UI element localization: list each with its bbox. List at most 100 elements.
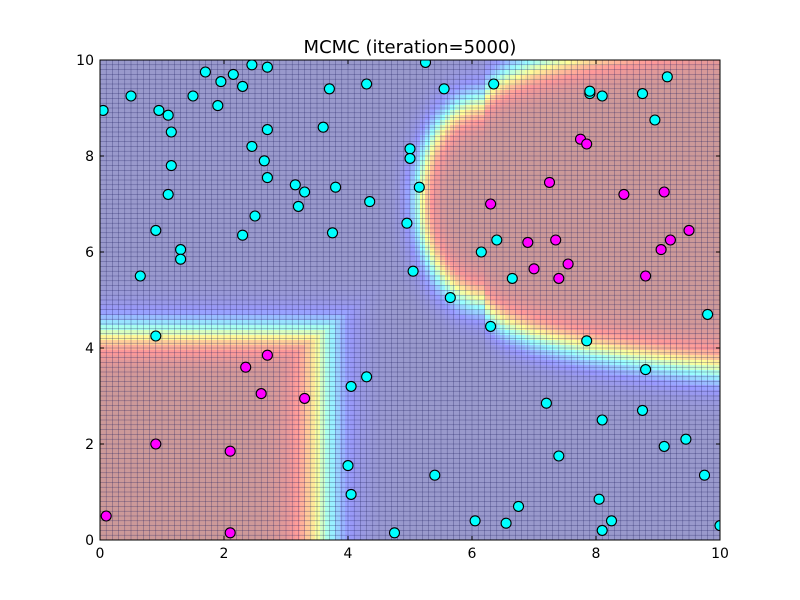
cyan-point: [553, 450, 565, 462]
cyan-point: [227, 68, 239, 80]
x-tick-label: 6: [468, 546, 477, 562]
cyan-point: [289, 179, 301, 191]
cyan-point: [134, 270, 146, 282]
magenta-point: [640, 270, 652, 282]
cyan-point: [162, 188, 174, 200]
cyan-point: [212, 100, 224, 112]
cyan-point: [512, 500, 525, 512]
cyan-point: [364, 196, 376, 208]
cyan-point: [100, 104, 109, 116]
magenta-point: [562, 258, 574, 270]
magenta-point: [261, 349, 273, 361]
cyan-point: [165, 126, 177, 138]
cyan-point: [261, 124, 273, 136]
cyan-point: [401, 217, 413, 229]
cyan-point: [500, 517, 512, 529]
cyan-point: [475, 246, 487, 258]
x-tick-label: 2: [220, 546, 229, 562]
magenta-point: [683, 224, 695, 236]
cyan-point: [261, 172, 273, 184]
cyan-point: [299, 186, 311, 198]
y-tick-label: 4: [85, 341, 94, 357]
magenta-point: [255, 388, 267, 400]
cyan-point: [345, 488, 357, 500]
x-tick-label: 8: [592, 546, 601, 562]
cyan-point: [636, 404, 649, 416]
x-tick-label: 4: [344, 546, 353, 562]
cyan-point: [485, 320, 497, 332]
cyan-point: [162, 109, 174, 121]
cyan-point: [317, 121, 329, 133]
magenta-point: [658, 186, 670, 198]
cyan-point: [150, 224, 162, 236]
cyan-point: [249, 210, 261, 222]
cyan-point: [469, 515, 481, 527]
y-tick-label: 6: [85, 245, 94, 261]
cyan-point: [330, 181, 342, 193]
cyan-point: [636, 88, 649, 100]
cyan-point: [596, 90, 608, 102]
magenta-point: [299, 392, 311, 404]
cyan-point: [506, 272, 518, 284]
chart-title: MCMC (iteration=5000): [304, 37, 517, 58]
scatter-points: [100, 60, 720, 539]
x-tick-label: 10: [711, 546, 729, 562]
cyan-point: [419, 60, 432, 68]
y-tick-label: 10: [76, 53, 94, 69]
cyan-point: [237, 229, 249, 241]
magenta-point: [150, 438, 162, 450]
cyan-point: [596, 524, 608, 536]
magenta-point: [224, 527, 236, 539]
cyan-point: [246, 140, 258, 152]
cyan-point: [649, 114, 661, 126]
cyan-point: [488, 78, 500, 90]
cyan-point: [261, 61, 273, 73]
magenta-point: [224, 445, 236, 457]
cyan-point: [593, 493, 605, 505]
cyan-point: [361, 78, 373, 90]
cyan-point: [292, 200, 304, 212]
cyan-point: [323, 83, 335, 95]
cyan-point: [438, 83, 450, 95]
cyan-point: [581, 335, 593, 347]
magenta-point: [664, 234, 676, 246]
axis-tick-labels: 0 2 4 6 8 10 0 2 4 6 8 10: [76, 53, 729, 562]
magenta-point: [485, 198, 497, 210]
probability-heatmap: [100, 60, 720, 540]
magenta-point: [522, 236, 534, 248]
cyan-point: [246, 60, 258, 71]
plot-frame: [99, 59, 721, 541]
cyan-point: [413, 181, 425, 193]
cyan-point: [215, 76, 227, 88]
cyan-point: [326, 227, 339, 239]
cyan-point: [680, 433, 692, 445]
magenta-point: [553, 272, 565, 284]
cyan-point: [175, 244, 187, 256]
magenta-point: [618, 188, 630, 200]
plot-area: [100, 60, 720, 540]
cyan-point: [345, 380, 357, 392]
cyan-point: [342, 460, 354, 472]
cyan-point: [237, 80, 249, 92]
magenta-point: [543, 176, 556, 188]
magenta-point: [581, 138, 593, 150]
grid-mesh: [100, 60, 720, 540]
cyan-point: [407, 265, 419, 277]
cyan-point: [702, 308, 714, 320]
cyan-point: [258, 155, 270, 167]
y-tick-label: 0: [85, 533, 94, 549]
cyan-point: [150, 330, 162, 342]
cyan-point: [491, 234, 503, 246]
cyan-point: [361, 371, 373, 383]
y-tick-label: 2: [85, 437, 94, 453]
cyan-point: [714, 520, 720, 532]
cyan-point: [698, 469, 711, 481]
cyan-point: [187, 90, 199, 102]
cyan-point: [165, 160, 177, 172]
cyan-point: [540, 397, 552, 409]
cyan-point: [658, 440, 670, 452]
cyan-point: [429, 469, 441, 481]
cyan-point: [596, 414, 608, 426]
cyan-point: [640, 364, 652, 376]
